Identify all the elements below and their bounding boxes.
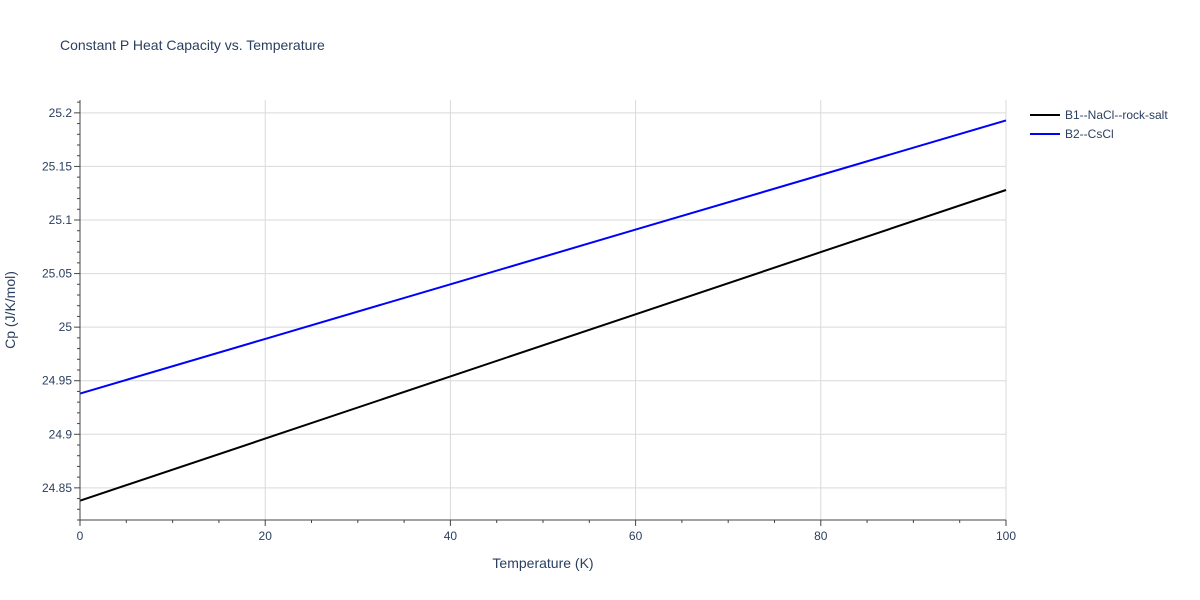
chart-title: Constant P Heat Capacity vs. Temperature: [60, 37, 325, 53]
series-line-1: [79, 189, 1007, 502]
series-line-2: [79, 119, 1007, 395]
y-tick-label: 24.95: [42, 374, 72, 388]
y-tick-label: 25.05: [42, 267, 72, 281]
y-tick-label: 25.1: [49, 213, 73, 227]
y-axis-title: Cp (J/K/mol): [2, 271, 18, 349]
legend-label-2: B2--CsCl: [1065, 127, 1114, 141]
x-tick-label: 20: [259, 529, 273, 543]
y-tick-label: 24.85: [42, 481, 72, 495]
x-axis-title: Temperature (K): [492, 555, 593, 571]
x-tick-label: 80: [814, 529, 828, 543]
grid-layer: [80, 100, 1007, 520]
series-layer: [79, 119, 1007, 502]
x-tick-label: 60: [629, 529, 643, 543]
y-tick-label: 24.9: [49, 427, 73, 441]
y-tick-label: 25.15: [42, 159, 72, 173]
legend-label-1: B1--NaCl--rock-salt: [1065, 108, 1168, 122]
legend: B1--NaCl--rock-salt B2--CsCl: [1030, 108, 1168, 141]
axis-layer: 0 20 40 60 80 100 24.85 24.9 24.95 25 25.05 25.1 25.…: [42, 100, 1016, 543]
x-tick-label: 40: [444, 529, 458, 543]
y-tick-label: 25.2: [49, 106, 73, 120]
y-tick-label: 25: [59, 320, 73, 334]
x-tick-label: 0: [77, 529, 84, 543]
x-tick-label: 100: [996, 529, 1016, 543]
